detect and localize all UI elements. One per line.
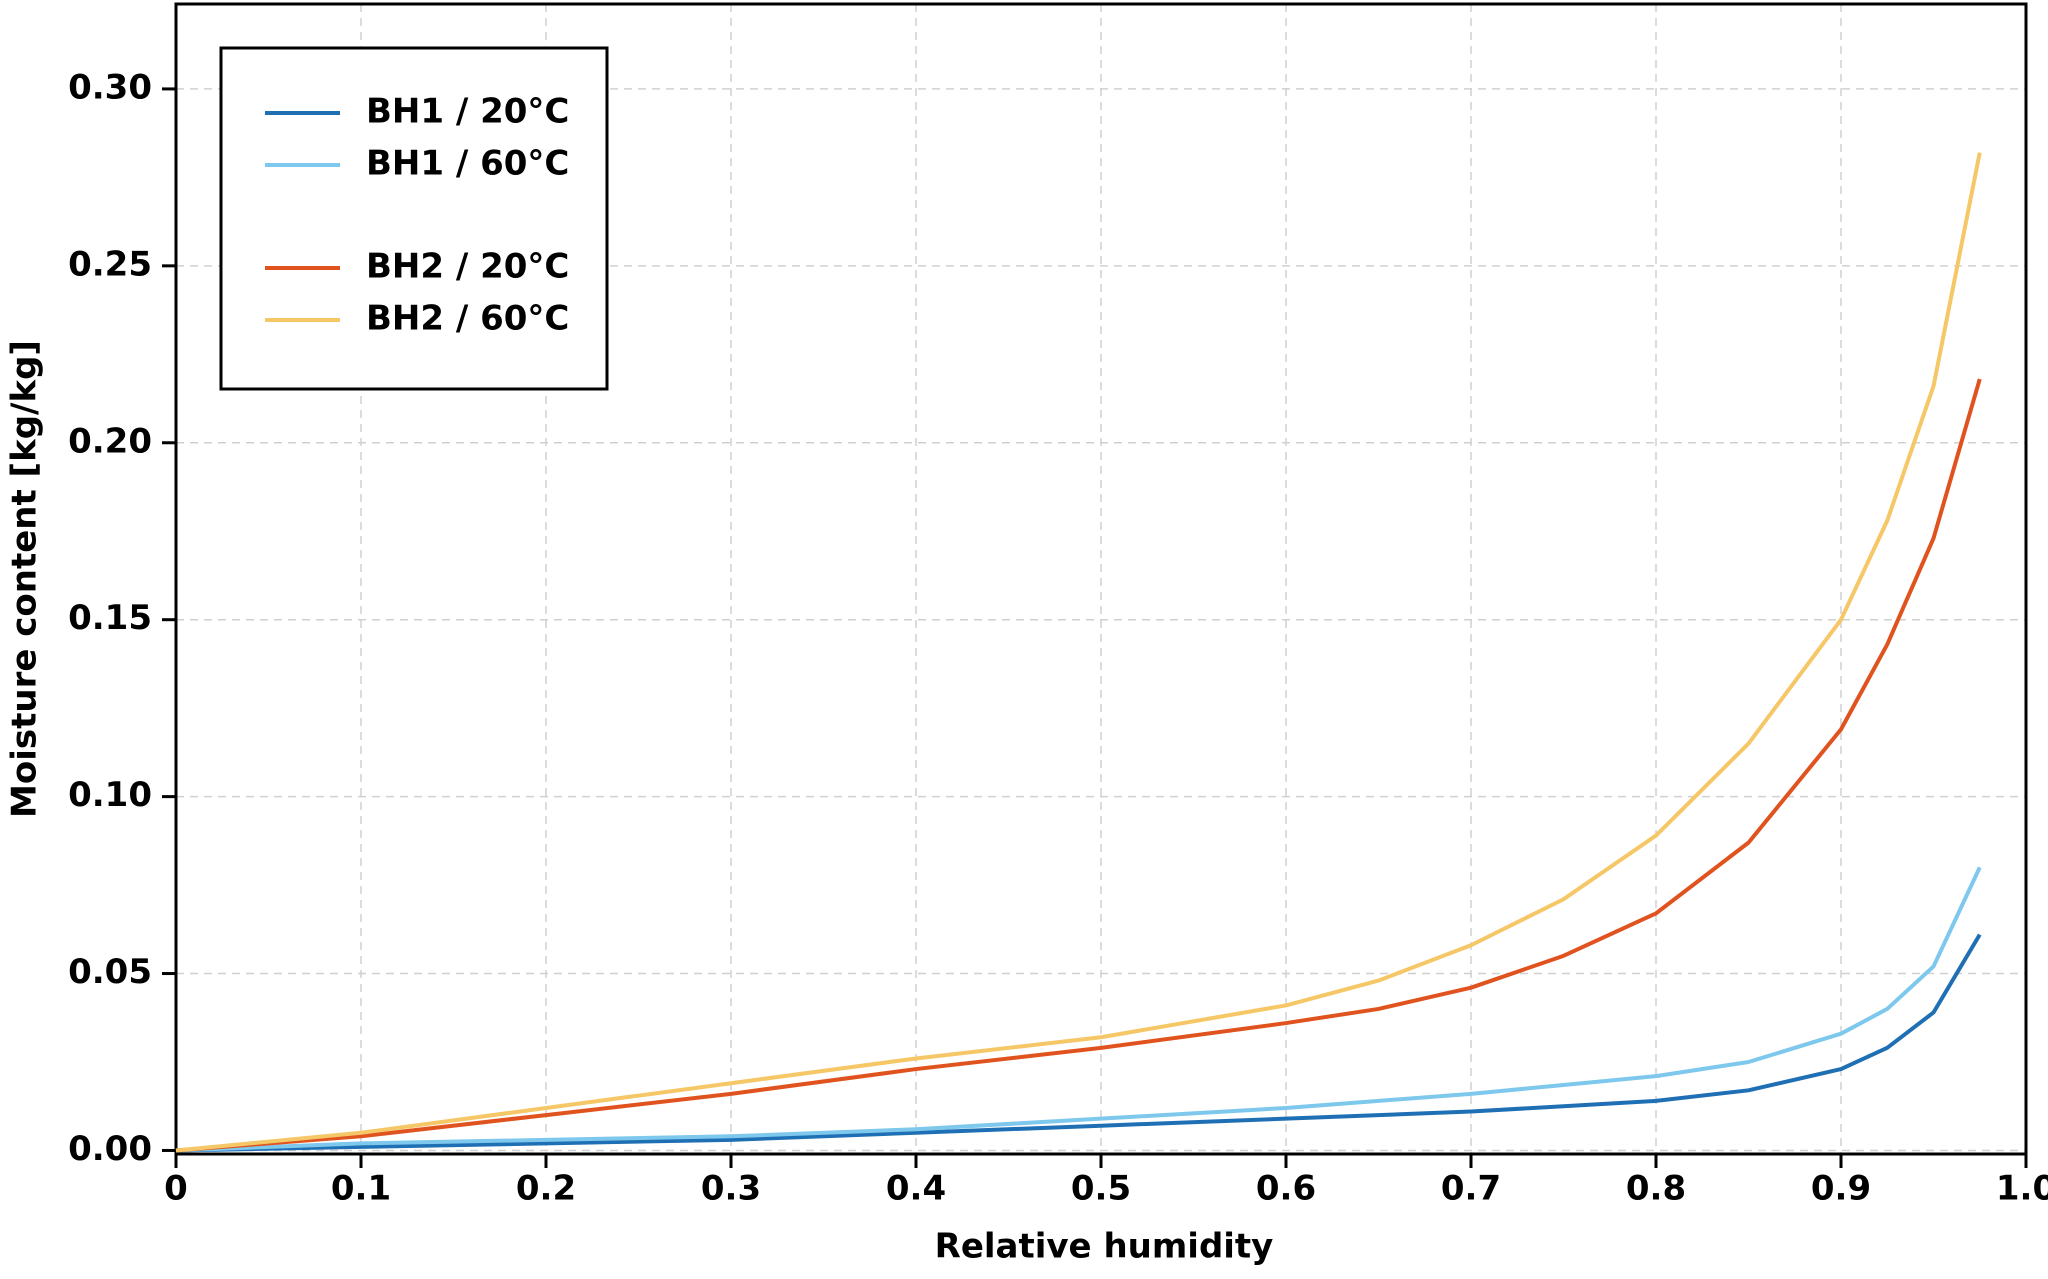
x-tick-label: 0 [164,1169,188,1209]
y-tick-label: 0.05 [68,952,152,992]
x-tick-label: 0.1 [331,1169,391,1209]
x-tick-label: 0.6 [1256,1169,1316,1209]
x-tick-label: 0.3 [701,1169,761,1209]
x-tick-label: 0.9 [1811,1169,1871,1209]
x-tick-label: 0.2 [516,1169,576,1209]
data-line [175,866,1982,1153]
legend-label: BH1 / 20°C [366,92,569,132]
data-line [175,152,1982,1153]
y-tick-label: 0.00 [68,1129,152,1169]
y-tick-label: 0.15 [68,598,152,638]
y-tick-label: 0.20 [68,421,152,461]
y-axis-label: Moisture content [kg/kg] [5,340,45,818]
y-tick-label: 0.25 [68,244,152,284]
legend-label: BH2 / 60°C [366,299,569,339]
data-line [175,378,1982,1153]
x-tick-label: 0.5 [1071,1169,1131,1209]
data-line [175,933,1982,1153]
x-tick-label: 0.4 [886,1169,946,1209]
y-tick-label: 0.10 [68,775,152,815]
x-tick-label: 0.8 [1626,1169,1686,1209]
x-axis-label: Relative humidity [935,1227,1274,1267]
legend-label: BH1 / 60°C [366,144,569,184]
x-tick-label: 1.0 [1996,1169,2048,1209]
x-tick-label: 0.7 [1441,1169,1501,1209]
legend-label: BH2 / 20°C [366,247,569,287]
legend-box [219,46,609,391]
plot-frame [174,2,2028,1156]
y-tick-label: 0.30 [68,67,152,107]
